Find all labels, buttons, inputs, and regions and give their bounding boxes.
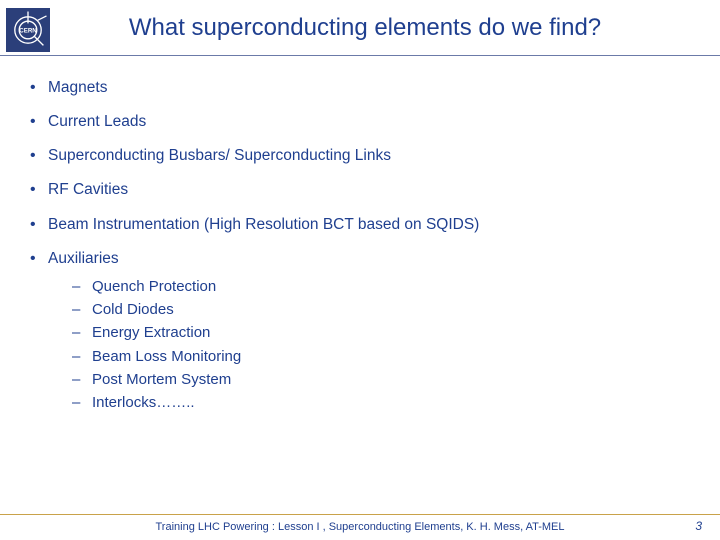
slide-footer: Training LHC Powering : Lesson I , Super… <box>0 514 720 534</box>
slide-header: CERN What superconducting elements do we… <box>0 0 720 56</box>
sub-bullet-item: Energy Extraction <box>72 323 692 343</box>
bullet-text: Magnets <box>48 79 107 96</box>
sub-bullet-item: Beam Loss Monitoring <box>72 347 692 367</box>
bullet-item: Superconducting Busbars/ Superconducting… <box>28 146 692 166</box>
sub-bullet-list: Quench Protection Cold Diodes Energy Ext… <box>72 277 692 414</box>
bullet-item: Beam Instrumentation (High Resolution BC… <box>28 215 692 235</box>
bullet-text: Auxiliaries <box>48 250 119 267</box>
bullet-text: Beam Instrumentation (High Resolution BC… <box>48 216 479 233</box>
slide-content: Magnets Current Leads Superconducting Bu… <box>0 56 720 413</box>
svg-text:CERN: CERN <box>19 27 37 34</box>
bullet-item: Magnets <box>28 78 692 98</box>
bullet-text: Superconducting Busbars/ Superconducting… <box>48 147 391 164</box>
bullet-item: RF Cavities <box>28 180 692 200</box>
cern-logo: CERN <box>6 8 50 52</box>
bullet-list: Magnets Current Leads Superconducting Bu… <box>28 78 692 413</box>
page-number: 3 <box>695 519 702 533</box>
bullet-item: Auxiliaries Quench Protection Cold Diode… <box>28 249 692 414</box>
sub-bullet-item: Quench Protection <box>72 277 692 297</box>
slide-title: What superconducting elements do we find… <box>50 14 720 42</box>
bullet-text: Current Leads <box>48 113 146 130</box>
footer-text: Training LHC Powering : Lesson I , Super… <box>155 521 564 533</box>
sub-bullet-item: Interlocks…….. <box>72 393 692 413</box>
bullet-item: Current Leads <box>28 112 692 132</box>
sub-bullet-item: Cold Diodes <box>72 300 692 320</box>
bullet-text: RF Cavities <box>48 181 128 198</box>
sub-bullet-item: Post Mortem System <box>72 370 692 390</box>
